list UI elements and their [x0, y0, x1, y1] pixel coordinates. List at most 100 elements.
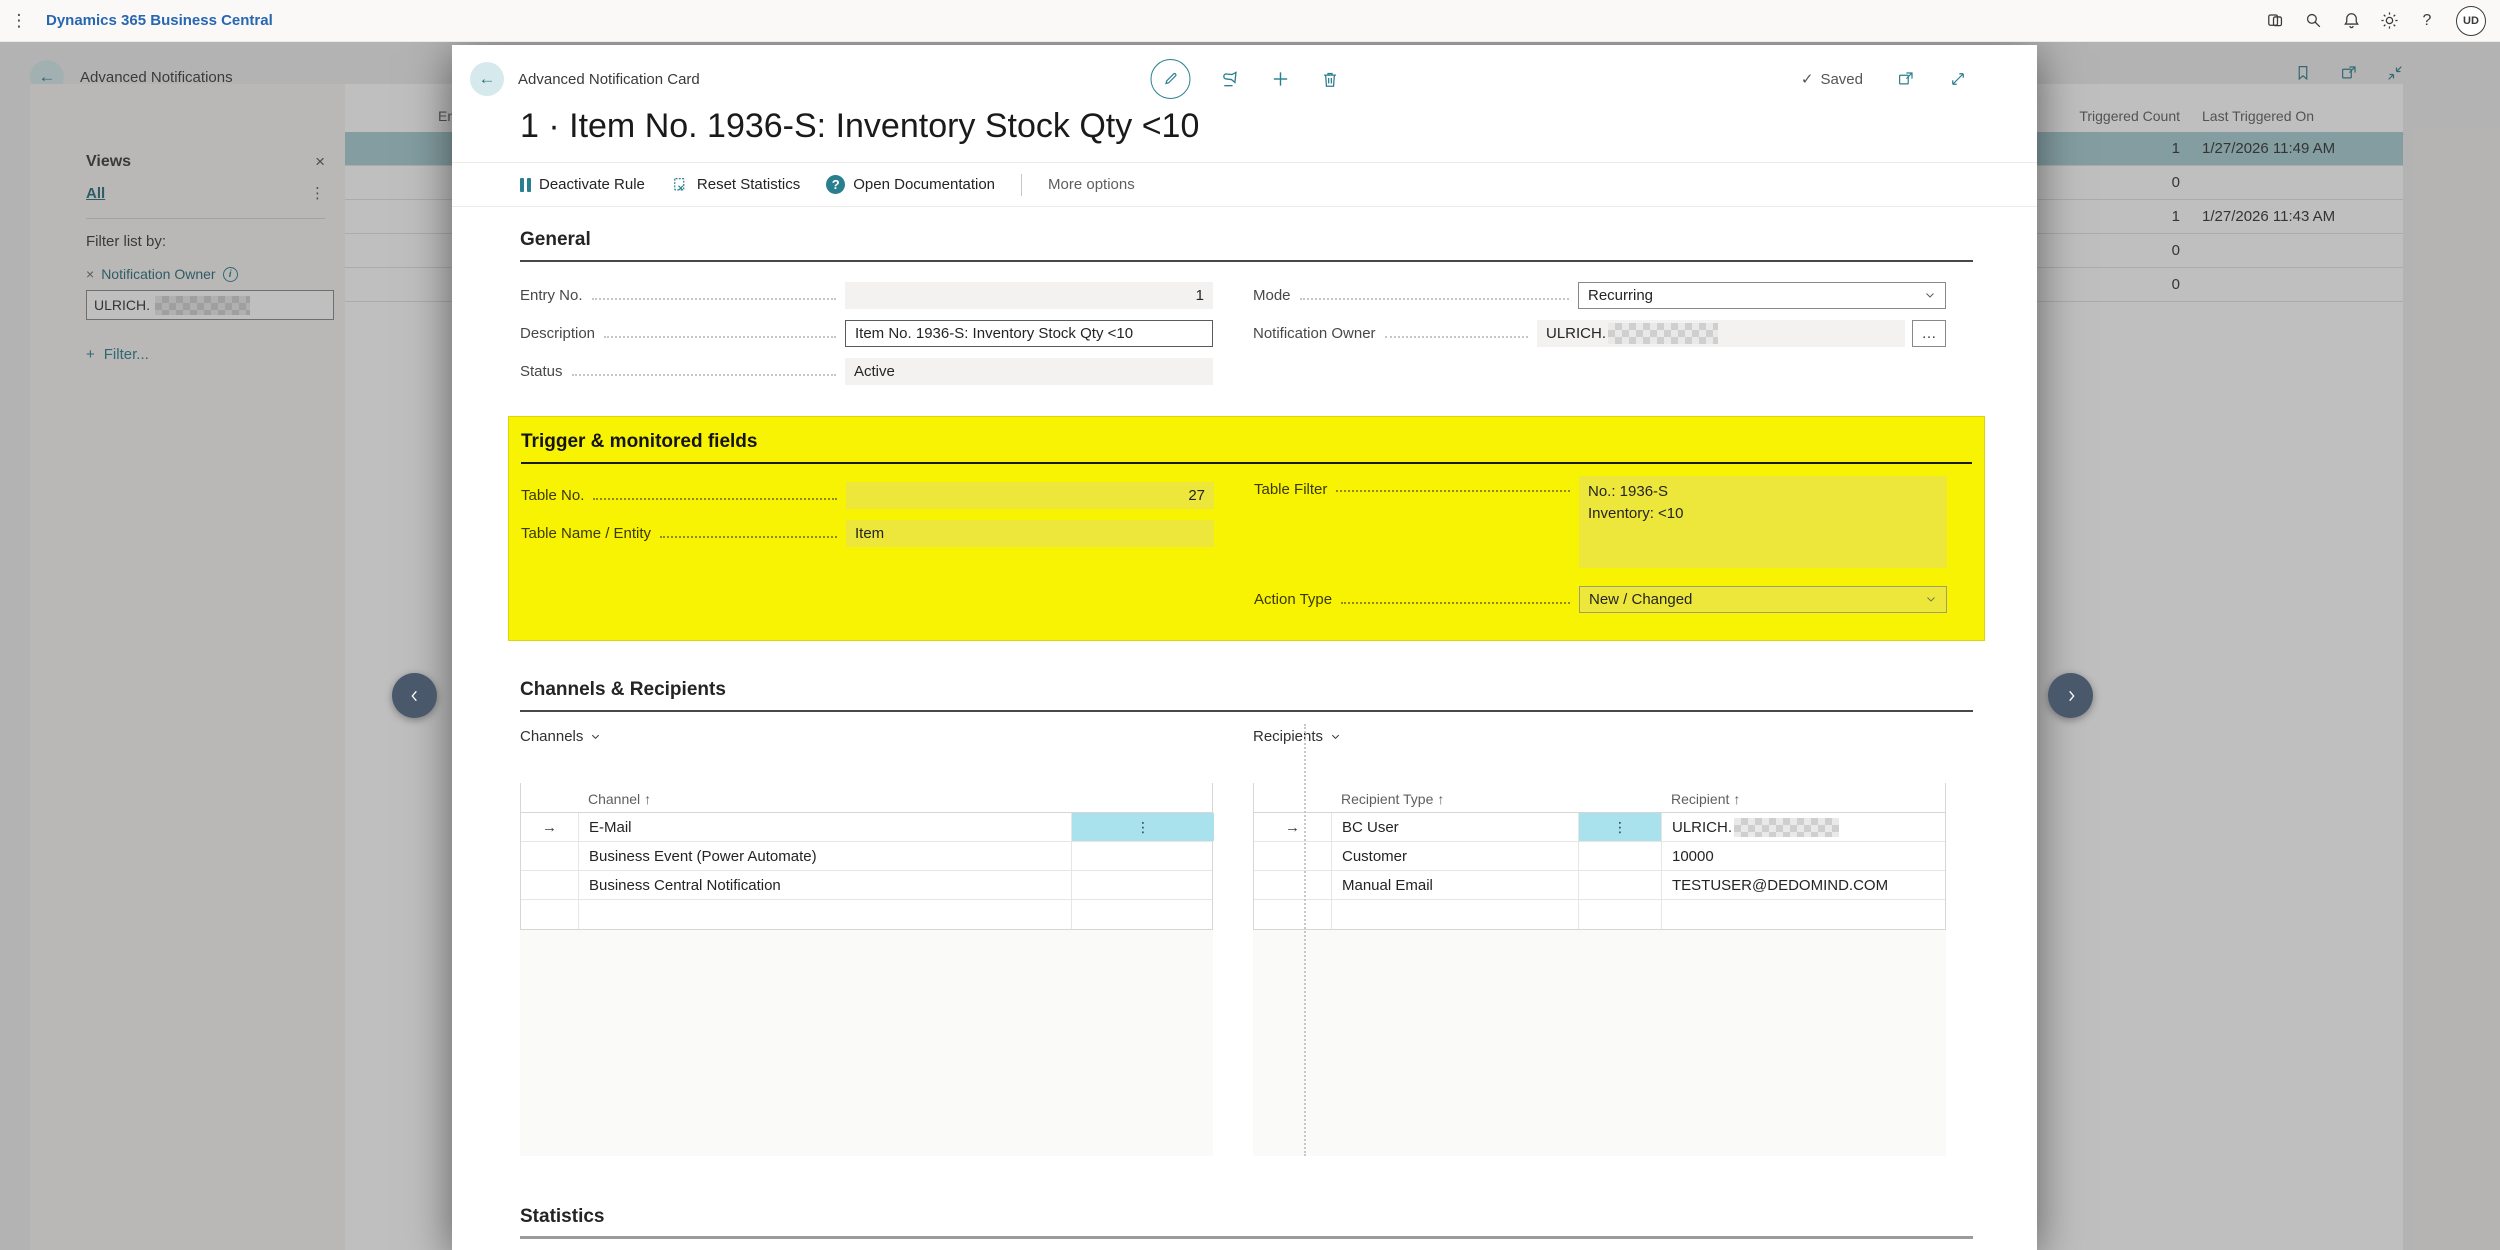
recipients-pane: Recipients Recipient Type ↑ [1253, 728, 1946, 1156]
chevron-down-icon [1926, 293, 1934, 298]
section-trigger-title[interactable]: Trigger & monitored fields [521, 431, 1972, 464]
view-options-kebab-icon[interactable]: ⋮ [310, 185, 325, 202]
recipient-value[interactable]: ULRICH. [1661, 813, 1947, 841]
card-header-actions [1150, 59, 1339, 99]
new-record-button[interactable] [1270, 69, 1290, 89]
search-icon[interactable] [2294, 6, 2332, 36]
field-entry-no: Entry No. 1 [520, 276, 1213, 314]
card-content: General Entry No. 1 Description Item No.… [452, 207, 2037, 1250]
command-bar-divider [1021, 173, 1023, 196]
close-filter-pane-icon[interactable]: × [315, 152, 325, 171]
page-title: 1 · Item No. 1936-S: Inventory Stock Qty… [452, 103, 2037, 163]
avatar[interactable]: UD [2456, 5, 2486, 36]
filter-value-input[interactable]: ULRICH. [86, 290, 334, 320]
field-action-type: Action Type New / Changed [1254, 580, 1947, 618]
table-row[interactable] [1254, 900, 1945, 929]
action-type-select[interactable]: New / Changed [1579, 585, 1947, 613]
field-table-name: Table Name / Entity Item [521, 514, 1214, 552]
column-recipient[interactable]: Recipient ↑ [1671, 791, 1741, 807]
command-bar: Deactivate Rule Reset Statistics ? Open … [452, 163, 2037, 207]
background-corner-actions [2294, 64, 2404, 82]
bookmark-icon[interactable] [2294, 64, 2312, 82]
card-caption: Advanced Notification Card [518, 70, 700, 88]
collapse-icon[interactable] [2386, 64, 2404, 82]
field-mode: Mode Recurring [1253, 276, 1946, 314]
info-icon: i [222, 266, 238, 282]
views-title: Views [86, 153, 132, 170]
chevron-down-icon [1332, 734, 1340, 739]
top-bar: ⋮ Dynamics 365 Business Central ? UD [0, 0, 2500, 42]
help-icon[interactable]: ? [2422, 11, 2432, 29]
filter-chip[interactable]: × Notification Owner i [86, 266, 325, 282]
column-last-triggered-on[interactable]: Last Triggered On [2202, 108, 2315, 124]
back-button[interactable]: ← [470, 62, 504, 96]
delete-trash-button[interactable] [1320, 70, 1339, 89]
column-triggered-count[interactable]: Triggered Count [2079, 108, 2180, 124]
check-icon: ✓ [1800, 71, 1814, 88]
next-record-button[interactable] [2048, 673, 2093, 718]
column-recipient-type[interactable]: Recipient Type ↑ [1341, 791, 1445, 807]
pane-divider [1304, 724, 1306, 1156]
pause-icon [520, 177, 531, 192]
share-button[interactable] [1220, 69, 1240, 89]
deactivate-rule-button[interactable]: Deactivate Rule [520, 176, 645, 193]
recipients-table: Recipient Type ↑ Recipient ↑ → [1253, 783, 1946, 930]
table-row[interactable]: Customer 10000 [1254, 842, 1945, 871]
workspace: ← Advanced Notifications [0, 42, 2500, 1250]
general-left-column: Entry No. 1 Description Item No. 1936-S:… [520, 276, 1213, 390]
recipients-part-menu[interactable]: Recipients [1253, 728, 1341, 745]
row-selector-arrow-icon: → [1285, 818, 1300, 836]
app-title[interactable]: Dynamics 365 Business Central [46, 12, 273, 29]
row-actions-kebab-icon[interactable]: ⋮ [1578, 813, 1661, 841]
remove-filter-icon[interactable]: × [86, 266, 95, 282]
view-all-link[interactable]: All [86, 184, 106, 202]
question-icon: ? [826, 175, 846, 194]
table-filter-value[interactable]: No.: 1936-S Inventory: <10 [1579, 476, 1947, 568]
filter-field-label: Notification Owner [101, 266, 216, 282]
channels-pane: Channels Channel ↑ [520, 728, 1214, 1156]
column-channel[interactable]: Channel ↑ [588, 791, 652, 807]
table-row[interactable]: Business Event (Power Automate) [521, 842, 1212, 871]
trigger-left-column: Table No. 27 Table Name / Entity Item [521, 476, 1214, 618]
recipients-empty-area [1253, 930, 1946, 1156]
table-row[interactable]: Manual Email TESTUSER@DEDOMIND.COM [1254, 871, 1945, 900]
redacted-text [1608, 322, 1719, 344]
expand-icon[interactable] [1949, 70, 1967, 88]
description-input[interactable]: Item No. 1936-S: Inventory Stock Qty <10 [845, 319, 1213, 347]
table-row[interactable] [521, 900, 1212, 929]
status-value: Active [845, 357, 1213, 385]
sort-asc-icon: ↑ [644, 791, 652, 807]
save-state-area: ✓ Saved [1801, 70, 1967, 88]
settings-gear-icon[interactable] [2370, 6, 2408, 36]
dynamics-apps-icon[interactable] [2256, 6, 2294, 36]
open-in-window-icon[interactable] [1897, 70, 1915, 88]
open-in-window-icon[interactable] [2340, 64, 2358, 82]
background-page-title: Advanced Notifications [80, 68, 233, 86]
notifications-bell-icon[interactable] [2332, 6, 2370, 36]
channels-recipients-panes: Channels Channel ↑ [520, 724, 1973, 1156]
open-documentation-button[interactable]: ? Open Documentation [826, 175, 995, 194]
row-actions-kebab-icon[interactable]: ⋮ [1071, 813, 1214, 841]
add-filter-button[interactable]: + Filter... [86, 346, 149, 363]
table-row[interactable]: → BC User ⋮ ULRICH. [1254, 813, 1945, 842]
previous-record-button[interactable] [392, 673, 437, 718]
section-statistics-title[interactable]: Statistics [520, 1206, 1973, 1239]
sort-asc-icon: ↑ [1437, 791, 1445, 807]
sort-asc-icon: ↑ [1733, 791, 1741, 807]
assist-edit-button[interactable]: … [1912, 319, 1946, 347]
mode-select[interactable]: Recurring [1578, 281, 1946, 309]
field-notification-owner: Notification Owner ULRICH. … [1253, 314, 1946, 352]
app-menu-icon[interactable]: ⋮ [10, 10, 28, 30]
channels-table-header: Channel ↑ [521, 783, 1212, 813]
more-options-button[interactable]: More options [1048, 176, 1135, 193]
chevron-down-icon [1927, 597, 1935, 602]
section-general-title[interactable]: General [520, 229, 1973, 262]
table-row[interactable]: → E-Mail ⋮ [521, 813, 1214, 842]
channels-part-menu[interactable]: Channels [520, 728, 601, 745]
section-channels-recipients-title[interactable]: Channels & Recipients [520, 679, 1973, 712]
channels-empty-area [520, 930, 1213, 1156]
filter-list-by-label: Filter list by: [86, 233, 167, 250]
table-row[interactable]: Business Central Notification [521, 871, 1212, 900]
reset-statistics-button[interactable]: Reset Statistics [671, 176, 800, 194]
edit-pencil-button[interactable] [1150, 59, 1190, 99]
